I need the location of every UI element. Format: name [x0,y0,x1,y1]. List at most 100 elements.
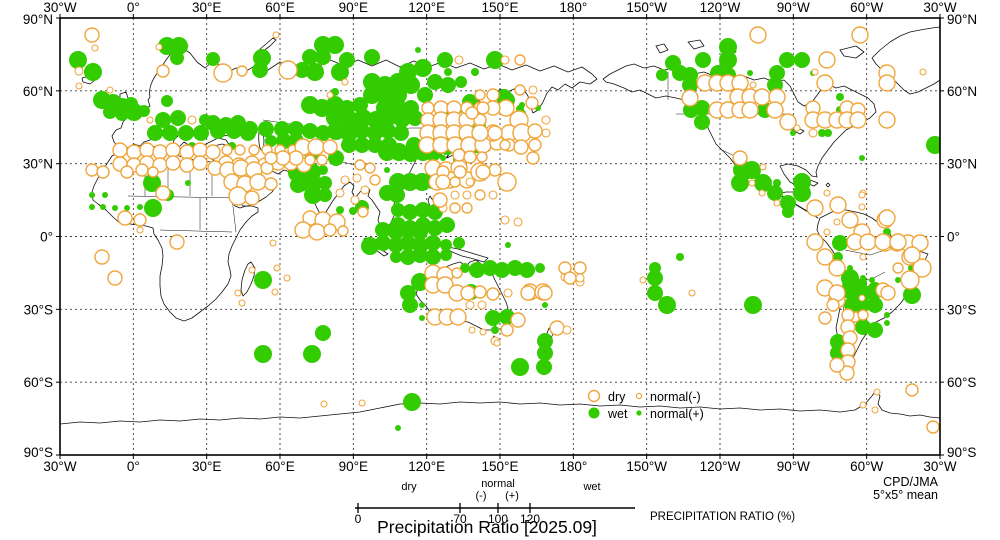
marker-dry [858,191,866,199]
marker-wet [425,235,441,251]
marker-dry [878,209,896,227]
marker-wet [400,285,416,301]
marker-dry [497,172,517,192]
marker-dry [136,226,144,234]
marker-dry [527,123,543,139]
marker-wet [719,51,737,69]
marker-wet [824,129,832,137]
marker-dry [449,308,467,326]
marker-wet [302,49,318,65]
marker-wet [854,297,870,313]
marker-dry [563,271,577,285]
marker-dry [499,139,511,151]
marker-dry [94,249,110,265]
marker-dry [878,74,896,92]
marker-dry [826,298,840,312]
marker-dry [147,166,159,178]
marker-dry [486,287,500,301]
marker-dry [432,192,448,208]
marker-wet [439,217,455,233]
marker-dry [451,267,463,279]
marker-dry [833,218,841,226]
marker-dry [107,270,123,286]
lat-label-right: 30°N [947,157,977,172]
marker-wet [656,69,668,81]
marker-dry [808,128,818,138]
marker-wet [507,260,523,276]
legend-normal-plus-icon [636,410,642,416]
marker-wet [437,52,453,68]
marker-wet [440,77,456,93]
marker-dry [503,288,513,298]
marker-dry [135,163,149,177]
marker-dry [117,210,133,226]
marker-wet [205,115,221,131]
marker-wet [315,125,331,141]
legend-normal-minus-icon [635,392,643,400]
marker-wet [89,192,95,198]
marker-wet [412,247,428,263]
marker-dry [322,139,338,155]
marker-dry [823,189,831,197]
marker-wet [155,112,171,128]
marker-dry [435,174,451,190]
lon-label-top: 150°E [482,0,519,15]
lon-label-top: 150°W [626,0,667,15]
marker-wet [258,121,274,137]
marker-wet [143,174,161,192]
marker-wet [302,123,318,139]
marker-wet [389,86,407,104]
marker-dry [91,44,99,52]
marker-dry [238,299,246,307]
marker-wet [694,114,710,130]
marker-dry [514,54,526,66]
marker-dry [316,154,328,166]
marker-wet [384,167,390,173]
marker-wet [354,123,370,139]
lon-label-bottom: 0° [127,459,140,474]
marker-wet [926,136,940,154]
marker-dry [500,215,510,225]
marker-wet [859,155,865,161]
marker-dry [573,261,587,275]
marker-wet [790,130,796,136]
marker-wet [782,206,794,218]
marker-dry [228,186,248,206]
scale-tick-value: 100 [488,512,508,526]
marker-wet [304,186,322,204]
marker-wet [265,135,277,147]
marker-wet [308,57,314,63]
marker-dry [304,154,316,166]
marker-wet [375,222,391,238]
marker-wet [647,285,663,301]
marker-dry [192,155,208,171]
marker-dry [155,43,163,51]
marker-dry [857,309,869,321]
marker-wet [240,125,256,141]
marker-dry [878,111,896,129]
marker-dry [510,312,526,328]
lon-label-top: 120°E [408,0,445,15]
lon-label-top: 60°W [850,0,883,15]
lon-label-bottom: 150°E [482,459,519,474]
marker-wet [69,51,87,69]
marker-wet [494,262,510,278]
marker-dry [500,55,510,65]
marker-wet [425,249,441,265]
marker-dry [471,124,489,142]
marker-dry [766,101,784,119]
marker-wet [137,204,143,210]
marker-dry [156,64,170,78]
legend-wet-icon [588,407,600,419]
marker-wet [380,123,396,139]
marker-dry [541,128,551,138]
marker-dry [873,388,881,396]
marker-dry [436,276,454,294]
marker-wet [769,65,785,81]
lat-label-left: 60°S [24,375,53,390]
marker-wet [818,129,826,137]
marker-dry [234,289,242,297]
marker-wet [315,49,331,65]
marker-wet [393,125,409,141]
